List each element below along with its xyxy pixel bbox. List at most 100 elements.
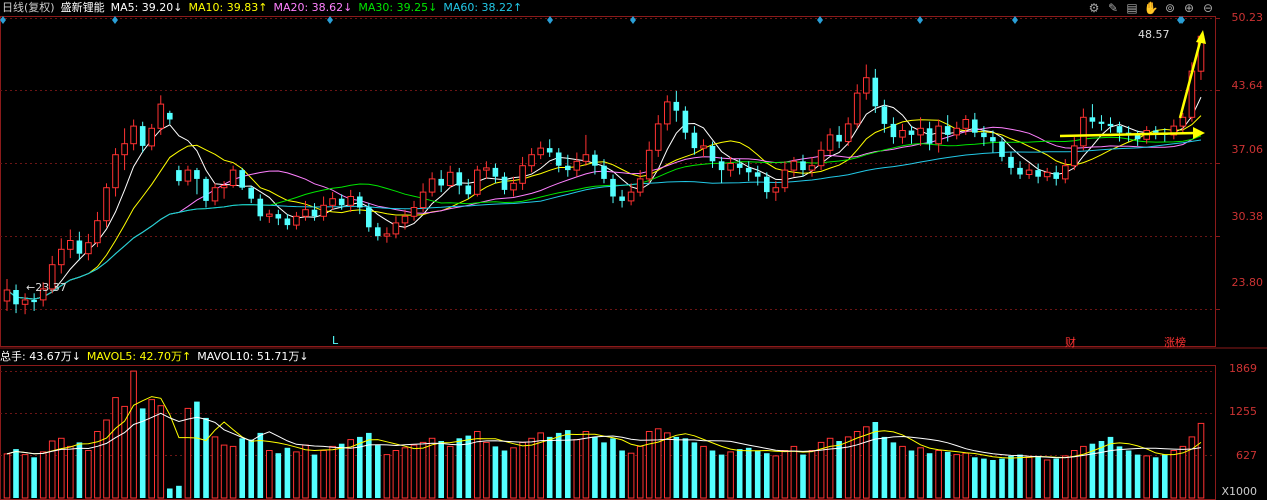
volume-bar bbox=[673, 436, 680, 498]
hand-icon[interactable]: ✋ bbox=[1143, 1, 1159, 15]
volume-bar bbox=[745, 447, 752, 498]
candle-body bbox=[383, 233, 391, 237]
candle-body bbox=[1080, 116, 1087, 147]
binoculars-icon[interactable]: ⊚ bbox=[1164, 1, 1176, 15]
chart-toolbar: ⚙ ✎ ▤ ✋ ⊚ ⊕ ⊖ bbox=[1087, 1, 1215, 15]
candle-body bbox=[1053, 172, 1059, 179]
volume-bar bbox=[130, 370, 137, 499]
candle-body bbox=[13, 290, 19, 305]
volume-bar bbox=[1089, 443, 1096, 498]
candle-body bbox=[645, 149, 653, 180]
zoom-in-icon[interactable]: ⊕ bbox=[1183, 1, 1195, 15]
volume-bar bbox=[718, 454, 725, 498]
arrow-up-line bbox=[1178, 37, 1203, 119]
candle-body bbox=[546, 148, 553, 153]
arrow-right-line bbox=[1059, 131, 1197, 138]
volume-bar bbox=[764, 453, 770, 498]
candle-body bbox=[275, 214, 282, 219]
volume-bar bbox=[537, 432, 545, 499]
volume-panel-frame bbox=[0, 365, 1216, 500]
volume-bar bbox=[754, 450, 761, 498]
volume-bar bbox=[1125, 450, 1132, 498]
volume-bar bbox=[194, 401, 200, 498]
volume-bar bbox=[917, 447, 924, 499]
marker-zhangbang[interactable]: 涨榜 bbox=[1164, 336, 1186, 349]
volume-bar bbox=[781, 450, 789, 499]
volume-bar bbox=[981, 458, 987, 498]
volume-tick-3: 627 bbox=[1236, 449, 1257, 462]
marker-l[interactable]: L bbox=[332, 334, 339, 347]
volume-bar bbox=[419, 441, 427, 499]
candle-body bbox=[257, 198, 264, 217]
volume-bar bbox=[645, 431, 653, 499]
pencil-icon[interactable]: ✎ bbox=[1107, 1, 1119, 15]
volume-bar bbox=[329, 445, 336, 499]
volume-bar bbox=[94, 431, 101, 499]
mavol5-value: MAVOL5: 42.70万↑ bbox=[86, 350, 192, 363]
candle-body bbox=[926, 128, 933, 144]
volume-bar bbox=[21, 454, 29, 499]
candle-body bbox=[428, 178, 436, 193]
high-price-label: 48.57 bbox=[1138, 28, 1170, 41]
ma5-value: MA5: 39.20↓ bbox=[110, 1, 183, 14]
volume-bar bbox=[592, 436, 598, 498]
volume-bar bbox=[727, 451, 734, 499]
candle-body bbox=[863, 77, 870, 94]
period-label[interactable]: 日线(复权) bbox=[2, 1, 55, 14]
candle-body bbox=[1089, 117, 1096, 122]
zoom-out-icon[interactable]: ⊖ bbox=[1202, 1, 1214, 15]
candle-body bbox=[284, 218, 291, 226]
candle-body bbox=[76, 240, 83, 254]
candle-body bbox=[3, 289, 11, 302]
candle-body bbox=[410, 207, 418, 217]
volume-unit: X1000 bbox=[1221, 485, 1257, 498]
volume-bar bbox=[474, 431, 481, 499]
candle-body bbox=[1017, 167, 1023, 175]
candle-body bbox=[456, 172, 463, 186]
candle-body bbox=[67, 240, 74, 250]
candle-body bbox=[800, 161, 806, 171]
volume-bar bbox=[908, 450, 915, 498]
volume-bar bbox=[3, 453, 11, 499]
volume-bar bbox=[1143, 455, 1151, 499]
volume-bar bbox=[375, 445, 381, 498]
volume-bar bbox=[872, 422, 879, 498]
candle-body bbox=[1170, 125, 1178, 136]
gear-icon[interactable]: ⚙ bbox=[1088, 1, 1100, 15]
notes-icon[interactable]: ▤ bbox=[1126, 1, 1138, 15]
volume-bar bbox=[428, 437, 436, 499]
volume-bar bbox=[293, 451, 300, 499]
volume-bar bbox=[528, 437, 535, 499]
candle-body bbox=[239, 170, 245, 188]
candle-body bbox=[981, 132, 987, 138]
volume-bar bbox=[1053, 458, 1059, 498]
volume-bar bbox=[555, 432, 562, 498]
candle-body bbox=[990, 137, 996, 142]
marker-cai[interactable]: 财 bbox=[1065, 336, 1076, 349]
event-marker-icon bbox=[1179, 16, 1185, 24]
ma5-line bbox=[6, 96, 1202, 300]
volume-bar bbox=[1116, 446, 1123, 498]
volume-bar bbox=[1008, 455, 1014, 498]
volume-tick-2: 1255 bbox=[1229, 405, 1257, 418]
candle-body bbox=[229, 169, 237, 187]
total-volume: 总手: 43.67万↓ bbox=[0, 350, 81, 363]
volume-bar bbox=[148, 399, 155, 499]
volume-bar bbox=[565, 430, 571, 498]
volume-bar bbox=[239, 438, 245, 498]
volume-bar bbox=[257, 432, 264, 498]
price-tick-4: 30.38 bbox=[1231, 210, 1264, 223]
candle-body bbox=[203, 178, 209, 201]
arrow-up-icon bbox=[1196, 30, 1206, 44]
candle-body bbox=[1098, 121, 1105, 124]
candle-body bbox=[664, 101, 671, 125]
candle-body bbox=[48, 264, 56, 290]
volume-bar bbox=[627, 452, 635, 499]
volume-bar bbox=[926, 453, 933, 498]
candle-body bbox=[266, 213, 273, 217]
stock-name: 盛新锂能 bbox=[60, 1, 105, 14]
candle-body bbox=[962, 119, 970, 129]
volume-bar bbox=[808, 450, 816, 499]
volume-bar bbox=[1152, 457, 1159, 498]
